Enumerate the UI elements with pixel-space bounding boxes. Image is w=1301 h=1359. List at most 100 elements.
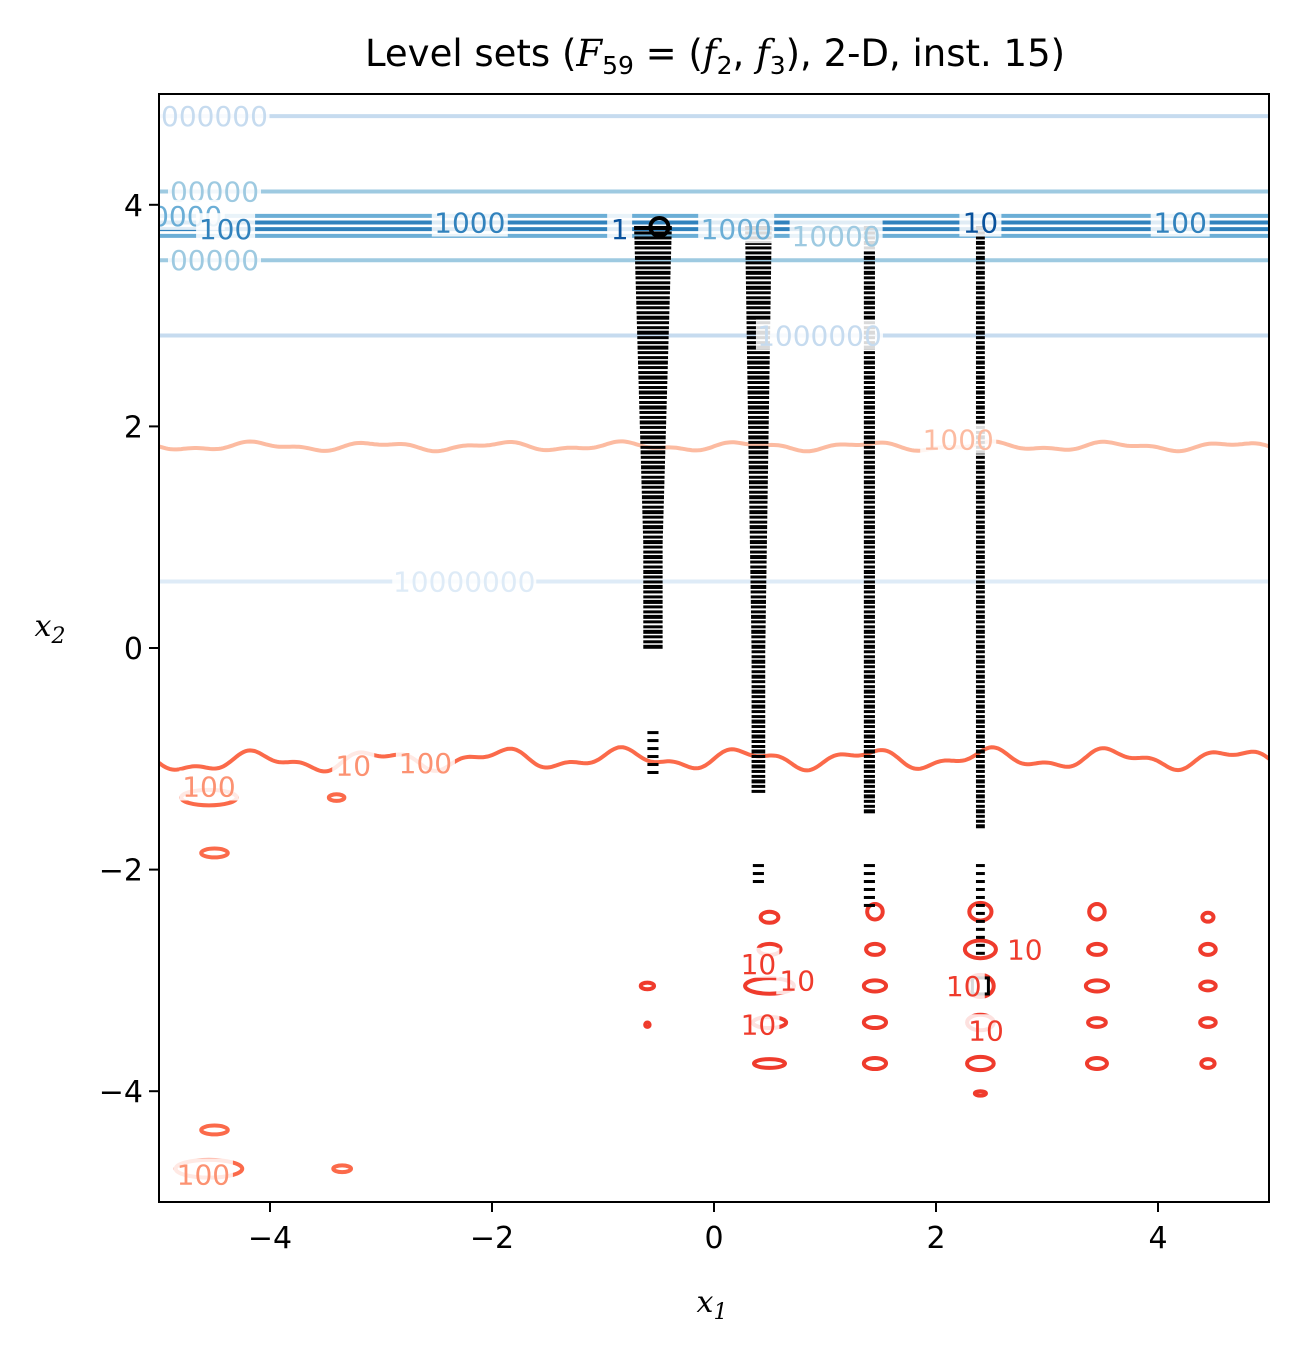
point-row [751,725,766,729]
red-contour-label: 100 [177,1158,230,1191]
point-row [643,565,663,569]
point-column [634,225,672,774]
point-row [751,695,766,699]
point-row [751,719,766,724]
point-row [863,670,875,674]
point-row [643,620,663,624]
point-row [748,430,769,434]
point-row [975,565,985,569]
point-row [975,799,985,803]
point-row [975,505,985,509]
point-row [751,680,766,684]
red-contour-line [159,439,1269,454]
point-row [750,560,767,564]
x-tick-label: −2 [470,1221,514,1256]
point-row [751,614,766,619]
point-row [863,515,875,519]
point-row [975,740,985,744]
point-row [640,460,665,464]
point-row [863,505,875,509]
point-row [639,425,667,429]
point-row [975,715,985,719]
point-row [975,804,985,808]
point-row [975,584,985,589]
point-row [863,450,875,455]
point-row [975,635,985,639]
point-row [748,420,769,425]
point-row [975,734,985,739]
point-row [639,420,667,425]
point-row [642,505,664,509]
y-axis: −4 −2 0 2 4 [99,189,159,1110]
point-row [863,719,875,724]
point-row [638,390,668,395]
point-row [863,525,875,530]
point-row [975,366,985,370]
point-row [863,784,875,788]
point-row [975,590,985,594]
point-row [748,450,769,455]
point-row [749,545,767,549]
point-row [635,285,671,290]
point-row [975,460,985,464]
point-row [975,485,985,489]
point-row [863,261,875,265]
point-row [647,731,659,735]
point-row [748,435,769,440]
contour-label-bg [737,1008,780,1039]
point-row [975,490,985,494]
point-row [638,360,668,365]
point-row [975,306,985,310]
point-row [750,575,767,579]
point-row [975,281,985,285]
point-row [751,685,766,689]
point-row [751,629,766,634]
point-row [975,405,985,410]
point-row [975,266,985,270]
point-row [746,291,771,295]
point-row [863,704,875,709]
blue-contour-label: 10 [963,207,999,240]
point-row [975,540,985,545]
point-row [975,700,985,704]
point-row [975,550,985,554]
point-row [752,880,764,884]
red-contour-label: 10 [1007,933,1043,966]
point-row [975,745,985,749]
point-row [863,584,875,589]
point-row [641,485,665,489]
point-row [747,371,770,375]
point-row [863,715,875,719]
point-row [749,530,768,534]
point-row [863,880,875,884]
point-row [639,410,667,414]
point-row [751,740,766,744]
point-row [637,341,669,345]
point-row [640,440,666,444]
contour-label-bg [755,319,883,350]
point-row [752,872,764,876]
point-row [863,580,875,584]
point-row [863,315,875,320]
point-row [975,296,985,300]
point-row [863,809,875,814]
point-row [863,520,875,524]
red-contour-ellipse [965,1054,996,1073]
point-row [975,911,985,915]
red-contour-ellipse [1086,941,1108,957]
red-contour-blob [638,980,657,992]
point-row [863,710,875,714]
point-row [975,530,985,534]
red-contour-ellipse [1199,1057,1217,1070]
point-row [975,704,985,709]
blue-contour-label: 1000000 [757,320,882,353]
red-contour-line [159,745,1269,774]
point-row [750,555,767,560]
point-row [863,490,875,494]
point-row [975,360,985,365]
point-row [863,266,875,270]
point-row [975,480,985,485]
point-row [863,281,875,285]
point-row [975,670,985,674]
